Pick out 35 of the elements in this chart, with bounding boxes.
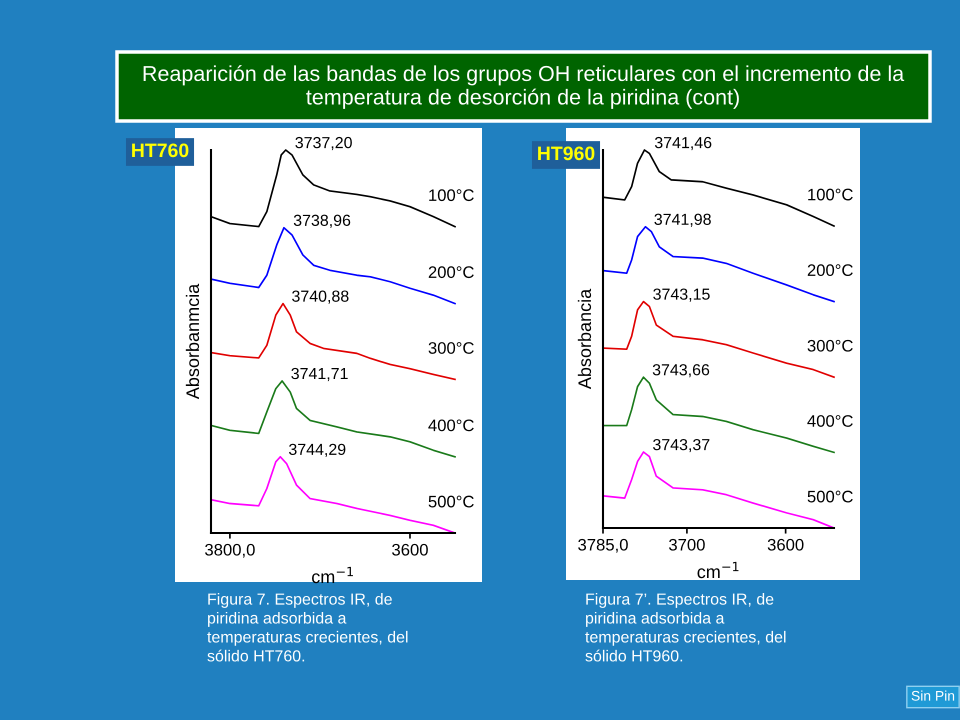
annotation: 3744,29 [289, 444, 346, 457]
series-label: 400°C [428, 419, 474, 432]
series-label: 200°C [808, 264, 853, 276]
annotation: 3741,46 [654, 136, 712, 150]
y-axis-title: Absorbancia [578, 288, 592, 390]
text: Figura 7’. Espectros IR, de piridina adsorbida a temperaturas crecientes, del sólido HT960. [585, 593, 786, 662]
series-label: 500°C [428, 496, 474, 508]
annotation: 3737,20 [295, 136, 352, 150]
annotation: 3741,98 [654, 214, 711, 227]
x-axis-title: cm$^{−1}$ [312, 566, 353, 584]
series-label: 300°C [808, 340, 853, 352]
annotation: 3743,37 [653, 438, 710, 452]
annotation: 3743,66 [652, 364, 710, 378]
text: Figura 7. Espectros IR, de piridina adsorbida a temperaturas crecientes, del sólido HT760. [207, 593, 408, 662]
annotation: 3738,96 [294, 214, 350, 228]
series-label: 200°C [428, 266, 474, 278]
text: Reaparición de las bandas de los grupos OH reticulares con el incremento de la temperatura de desorción de la piridina (cont) [144, 65, 904, 109]
x-tick-label: 3600 [768, 538, 804, 551]
series-label: 100°C [808, 188, 853, 200]
annotation: 3740,88 [292, 290, 349, 304]
x-tick-label: 3600 [392, 544, 428, 556]
series-label: 500°C [808, 490, 853, 502]
annotation: 3741,71 [291, 368, 348, 382]
annotation: 3743,15 [653, 288, 710, 302]
series-label: 400°C [807, 415, 853, 427]
x-axis-title: cm$^{−1}$ [698, 562, 738, 578]
series-label: 100°C [429, 189, 474, 202]
text: Sin Pin [912, 690, 954, 701]
x-tick-label: 3800,0 [205, 544, 255, 558]
y-axis-title: Absorbanmcia [186, 284, 200, 400]
series-label: 300°C [428, 342, 474, 354]
chart-title: HT760 [132, 143, 188, 158]
x-tick-label: 3700 [669, 538, 705, 551]
x-tick-label: 3785,0 [578, 538, 628, 553]
chart-title: HT960 [538, 146, 594, 160]
